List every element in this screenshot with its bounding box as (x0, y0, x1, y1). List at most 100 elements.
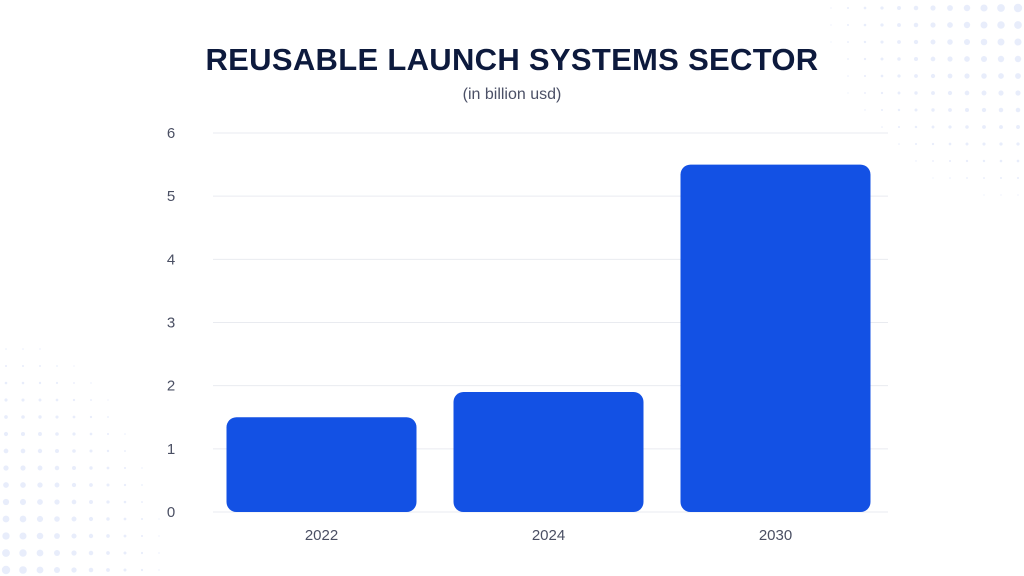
background-dot (106, 449, 110, 453)
y-tick-label: 2 (167, 378, 175, 395)
background-dot (830, 41, 832, 43)
background-dot (897, 6, 901, 10)
background-dot (140, 534, 144, 538)
background-dot (55, 415, 59, 419)
background-dot (38, 432, 42, 436)
background-dot (20, 448, 26, 454)
background-dot (913, 22, 919, 28)
x-tick-label: 2022 (305, 527, 338, 544)
background-dot (20, 465, 26, 471)
background-dot (107, 416, 109, 418)
background-dot (19, 566, 27, 574)
background-dot (948, 159, 952, 163)
background-dot (966, 177, 968, 179)
background-dot (55, 432, 59, 436)
background-dot (1016, 142, 1020, 146)
background-dot (3, 482, 9, 488)
background-dot (965, 159, 969, 163)
background-dot (947, 5, 953, 11)
background-dot (915, 160, 917, 162)
background-dot (932, 177, 934, 179)
background-dot (997, 21, 1005, 29)
background-dot (964, 56, 970, 62)
background-dot (89, 415, 93, 419)
y-tick-label: 4 (167, 251, 175, 268)
background-dot (123, 500, 127, 504)
background-dot (106, 551, 110, 555)
background-dot (947, 90, 953, 96)
background-dot (999, 159, 1003, 163)
background-dot (913, 39, 919, 45)
background-dot (3, 465, 9, 471)
background-dot (863, 57, 867, 61)
background-dot (997, 4, 1005, 12)
background-dot (963, 4, 971, 12)
background-dot (90, 382, 92, 384)
background-dot (930, 5, 936, 11)
background-dot (948, 108, 952, 112)
background-dot (71, 499, 77, 505)
background-dot (88, 533, 94, 539)
background-dot (983, 177, 985, 179)
bar-2030 (680, 164, 871, 513)
background-dot (54, 499, 60, 505)
background-dot (2, 549, 10, 557)
background-dot (21, 415, 25, 419)
y-tick-label: 1 (167, 441, 175, 458)
background-dot (847, 24, 849, 26)
background-dot (897, 40, 901, 44)
background-dot (37, 499, 43, 505)
background-dot (897, 74, 901, 78)
background-dot (123, 517, 127, 521)
background-dot (107, 399, 109, 401)
background-dot (73, 382, 75, 384)
background-dot (863, 6, 867, 10)
background-dot (1017, 194, 1019, 196)
background-dot (72, 432, 76, 436)
x-tick-label: 2030 (759, 527, 792, 544)
background-dot (1014, 21, 1022, 29)
background-dot (930, 56, 936, 62)
background-dot (106, 534, 110, 538)
y-tick-label: 3 (167, 315, 175, 332)
background-dot (914, 108, 918, 112)
background-dot (124, 433, 126, 435)
background-dot (963, 21, 971, 29)
background-dot (89, 449, 93, 453)
background-dot (1015, 107, 1021, 113)
background-dot (982, 159, 986, 163)
background-dot (981, 90, 987, 96)
background-dot (830, 24, 832, 26)
y-tick-label: 6 (167, 125, 175, 142)
background-dot (847, 7, 849, 9)
background-dot (963, 38, 971, 46)
background-dot (55, 381, 59, 385)
background-dot (2, 515, 10, 523)
background-dot (2, 532, 10, 540)
background-dot (38, 415, 42, 419)
background-dot (72, 415, 76, 419)
background-dot (983, 194, 985, 196)
background-dot (89, 466, 93, 470)
background-dot (36, 532, 44, 540)
background-dot (20, 482, 26, 488)
background-dot (914, 125, 918, 129)
background-dot (847, 41, 849, 43)
background-dot (71, 482, 77, 488)
background-dot (39, 348, 41, 350)
background-dot (932, 160, 934, 162)
background-dot (998, 107, 1004, 113)
background-dot (141, 467, 143, 469)
background-dot (897, 125, 901, 129)
background-dot (88, 516, 94, 522)
background-dot (89, 483, 93, 487)
background-dot (863, 74, 867, 78)
background-dot (106, 432, 110, 436)
bar-2024 (453, 391, 644, 512)
background-dot (36, 549, 44, 557)
background-dot (930, 73, 936, 79)
background-dot (931, 142, 935, 146)
background-dot (947, 22, 953, 28)
background-dot (913, 5, 919, 11)
background-dot (71, 533, 77, 539)
